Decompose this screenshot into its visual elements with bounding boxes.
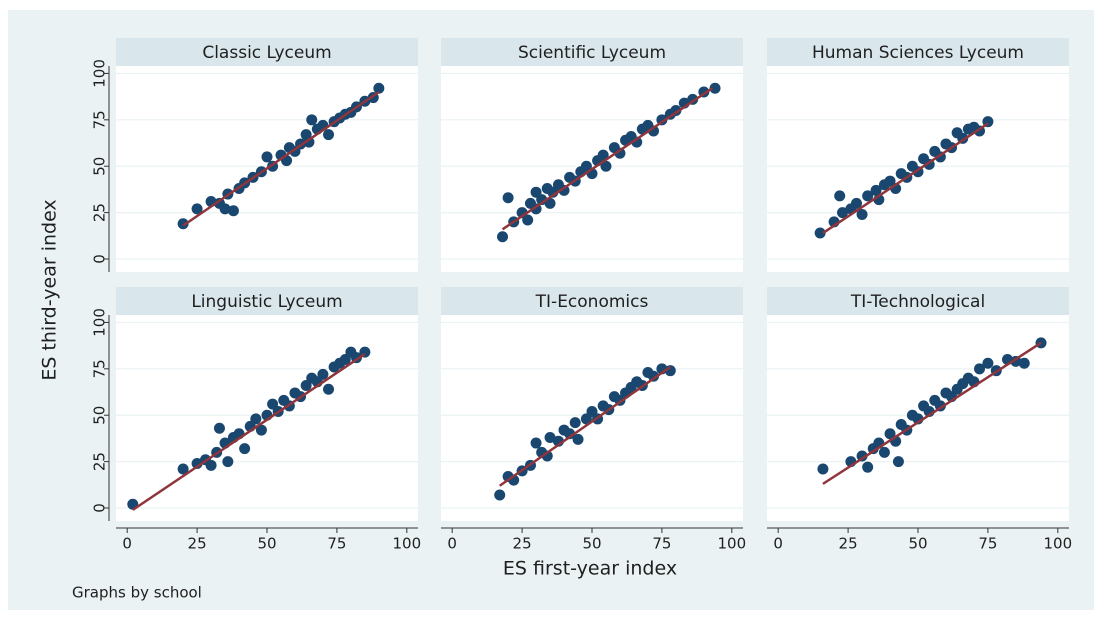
x-tick-label: 25 <box>513 535 532 553</box>
scatter-point <box>261 151 273 163</box>
scatter-point <box>502 192 514 204</box>
panel-title: TI-Economics <box>535 292 649 312</box>
fit-line <box>499 365 672 487</box>
strip <box>116 38 418 66</box>
x-tick-label: 75 <box>652 535 671 553</box>
scatter-point <box>892 456 904 468</box>
scatter-point <box>494 489 506 501</box>
scatter-point <box>522 214 534 226</box>
strip <box>441 38 743 66</box>
scatter-point <box>250 413 262 425</box>
x-tick-label: 50 <box>257 535 276 553</box>
scatter-point <box>856 450 868 462</box>
scatter-point <box>982 357 994 369</box>
scatter-point <box>323 129 335 141</box>
y-tick-label: 75 <box>91 359 109 378</box>
scatter-point <box>205 459 217 471</box>
fit-line <box>132 352 366 511</box>
scatter-point <box>219 203 231 215</box>
x-tick-label: 25 <box>188 535 207 553</box>
fit-line <box>182 90 380 227</box>
scatter-point <box>227 205 239 217</box>
scatter-point <box>255 424 267 436</box>
scatter-point <box>177 218 189 230</box>
fit-line <box>822 341 1042 485</box>
strip <box>116 287 418 315</box>
y-tick-label: 50 <box>91 157 109 176</box>
panel-title: Classic Lyceum <box>202 43 331 63</box>
strip <box>767 38 1069 66</box>
x-tick-label: 0 <box>122 535 132 553</box>
note: Graphs by school <box>72 584 202 602</box>
x-tick-label: 100 <box>717 535 746 553</box>
y-tick-label: 0 <box>91 503 109 513</box>
y-tick-label: 75 <box>91 110 109 129</box>
scatter-point <box>614 147 626 159</box>
scatter-point <box>544 431 556 443</box>
scatter-point <box>600 160 612 172</box>
scatter-point <box>648 370 660 382</box>
x-tick-label: 25 <box>839 535 858 553</box>
scatter-point <box>373 82 385 94</box>
scatter-point <box>569 417 581 429</box>
scatter-point <box>834 190 846 202</box>
y-tick-label: 100 <box>91 59 109 88</box>
panel-title: Scientific Lyceum <box>518 43 666 63</box>
scatter-point <box>837 207 848 219</box>
scatter-point <box>317 368 329 380</box>
panel-title: TI-Technological <box>850 292 985 312</box>
scatter-point <box>631 136 643 148</box>
y-tick-label: 0 <box>91 254 109 264</box>
scatter-point <box>222 456 234 468</box>
scatter-point <box>814 227 826 239</box>
x-axis-title: ES first-year index <box>503 558 677 580</box>
plot-region <box>441 315 743 521</box>
fit-line <box>501 87 713 231</box>
scatter-point <box>177 463 189 475</box>
scatter-point <box>572 433 584 445</box>
x-tick-label: 100 <box>1043 535 1072 553</box>
scatter-point <box>323 383 335 395</box>
x-tick-label: 50 <box>582 535 601 553</box>
x-tick-label: 0 <box>773 535 783 553</box>
scatter-point <box>191 203 203 215</box>
y-tick-label: 100 <box>91 308 109 337</box>
x-tick-label: 75 <box>978 535 997 553</box>
scatter-point <box>856 208 868 220</box>
scatter-point <box>1018 357 1030 369</box>
x-tick-label: 75 <box>327 535 346 553</box>
y-tick-label: 25 <box>91 452 109 471</box>
y-tick-label: 25 <box>91 203 109 222</box>
x-tick-label: 100 <box>392 535 421 553</box>
panel-title: Human Sciences Lyceum <box>812 43 1024 63</box>
fit-line <box>822 122 989 235</box>
scatter-point <box>817 463 829 475</box>
scatter-point <box>878 446 890 458</box>
y-axis-title: ES third-year index <box>39 199 61 380</box>
scatter-point <box>974 363 986 375</box>
scatter-point <box>213 422 225 434</box>
scatter-point <box>597 149 609 161</box>
scatter-point <box>239 443 251 455</box>
scatter-point <box>862 190 874 202</box>
scatter-point <box>497 231 509 243</box>
scatter-point <box>862 461 874 473</box>
x-tick-label: 0 <box>447 535 457 553</box>
panel-title: Linguistic Lyceum <box>191 292 342 312</box>
strip <box>767 287 1069 315</box>
scatter-point <box>870 184 882 196</box>
scatter-point <box>530 437 542 449</box>
scatter-point <box>709 82 721 94</box>
scatter-point <box>306 114 318 126</box>
scatter-point <box>850 197 862 209</box>
x-tick-label: 50 <box>908 535 927 553</box>
y-tick-label: 50 <box>91 406 109 425</box>
strip <box>441 287 743 315</box>
